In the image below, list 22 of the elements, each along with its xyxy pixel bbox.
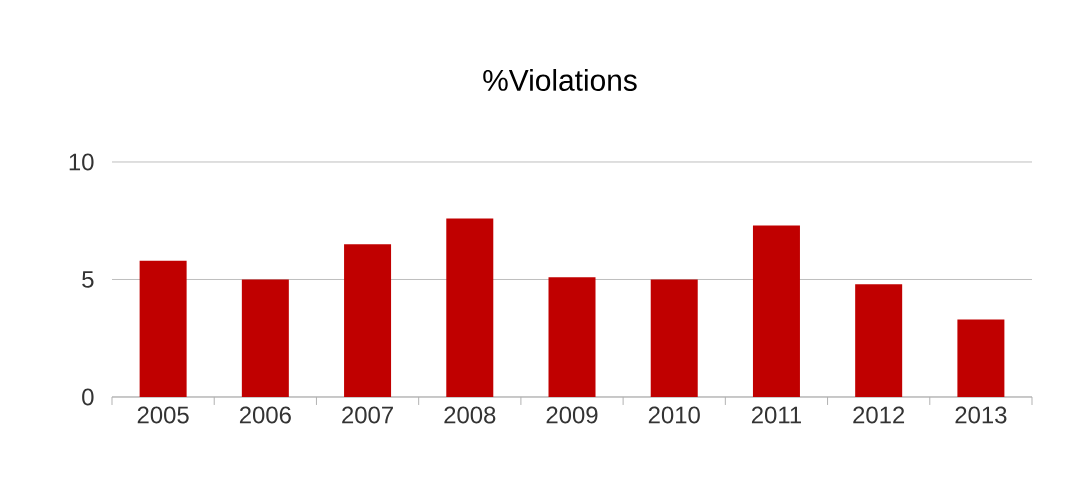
x-tick-label: 2006 (239, 406, 291, 424)
x-tick-label: 2007 (342, 406, 393, 424)
x-tick-label: 2012 (853, 406, 905, 424)
x-tick-label: 2010 (648, 406, 700, 424)
bar (139, 260, 187, 397)
bar (957, 319, 1005, 397)
bar (446, 218, 494, 397)
x-tick-label: 2009 (546, 406, 598, 424)
x-tick-label: 2011 (751, 406, 801, 424)
bar (344, 244, 392, 397)
x-tick-label: 2008 (444, 406, 496, 424)
y-tick-label: 5 (82, 271, 94, 288)
x-tick-label: 2005 (137, 406, 189, 424)
bar (650, 279, 698, 397)
chart-title: %Violations (483, 69, 637, 91)
y-tick-label: 0 (82, 388, 94, 406)
bar (548, 277, 596, 397)
bar (241, 279, 289, 397)
bar (855, 284, 903, 397)
x-tick-label: 2013 (955, 406, 1007, 424)
y-tick-label: 10 (69, 153, 94, 171)
bar (752, 225, 800, 397)
